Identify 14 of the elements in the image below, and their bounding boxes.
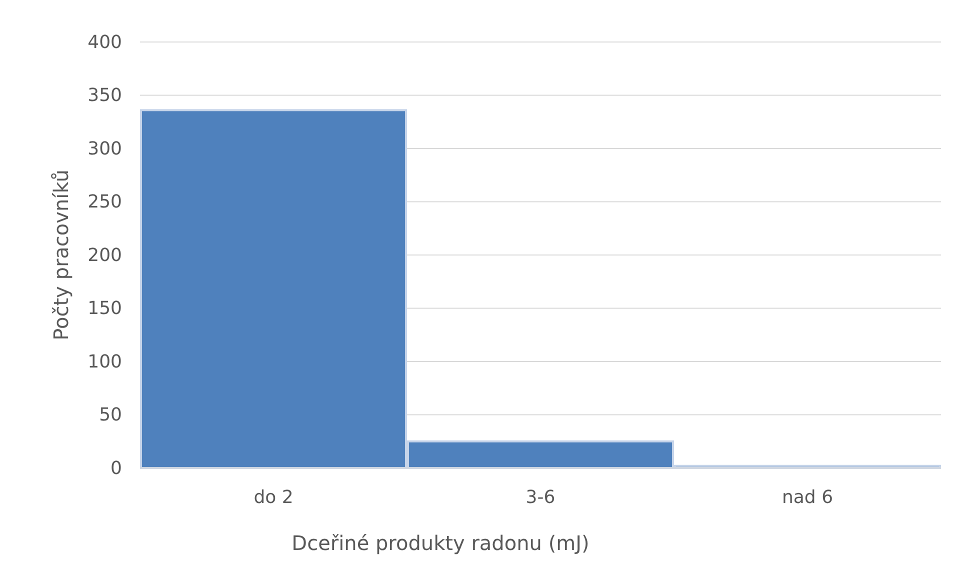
x-tick-label: 3-6 [526,486,556,508]
y-tick-label: 0 [110,458,122,479]
x-tick-label: nad 6 [782,486,834,508]
y-tick-label: 350 [88,85,122,106]
y-tick-label: 100 [88,351,122,372]
x-axis-title: Dceřiné produkty radonu (mJ) [292,531,590,555]
y-tick-label: 200 [88,244,122,266]
y-tick-label: 250 [88,192,122,213]
y-tick-label: 50 [99,404,122,426]
y-axis-title: Počty pracovníků [49,170,73,340]
y-tick-label: 300 [88,138,122,160]
y-tick-label: 150 [88,298,122,320]
x-tick-label: do 2 [254,486,294,508]
y-tick-label: 400 [88,32,122,53]
